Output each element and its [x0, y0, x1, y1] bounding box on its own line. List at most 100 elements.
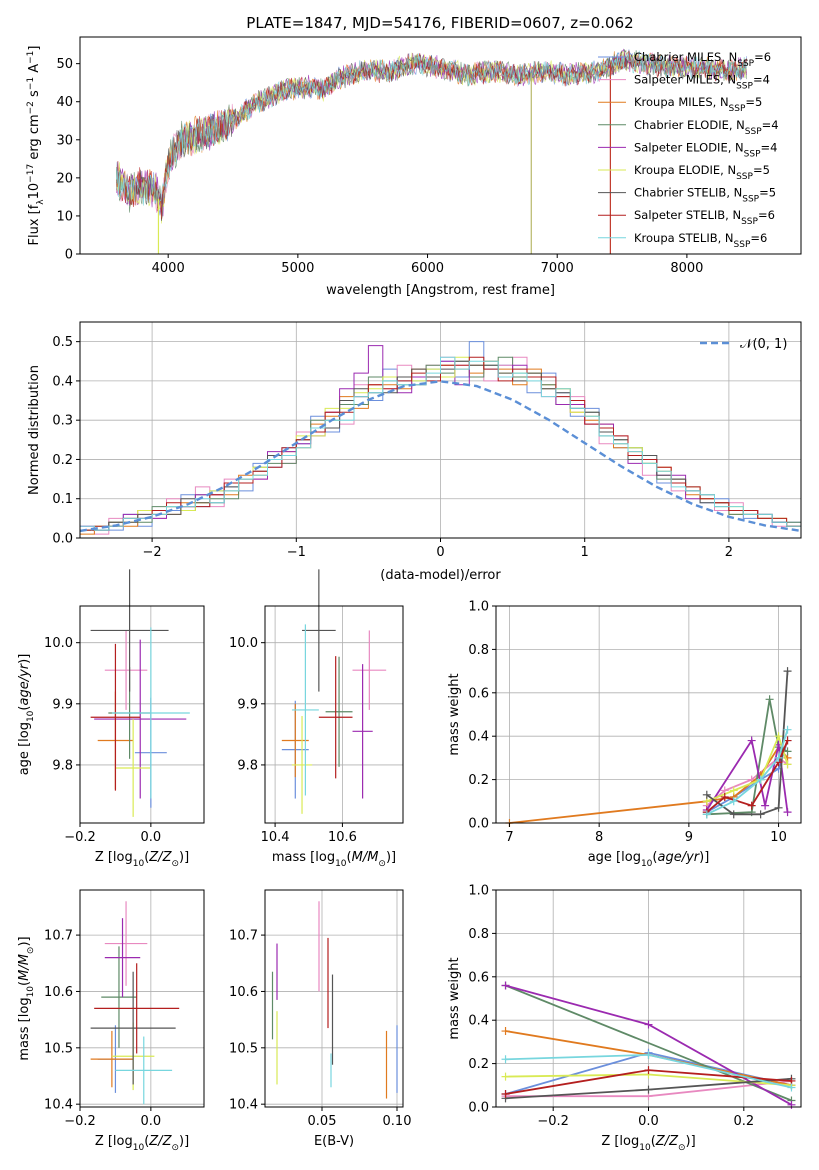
legend-entry: Salpeter ELODIE, NSSP=4 — [634, 140, 777, 159]
figure-title: PLATE=1847, MJD=54176, FIBERID=0607, z=0… — [246, 14, 633, 32]
y-tick-label: 9.9 — [237, 697, 258, 712]
x-tick-label: 0 — [436, 545, 444, 560]
y-tick-label: 10.7 — [44, 929, 73, 944]
weight-marker — [501, 1055, 510, 1064]
y-tick-label: 10.4 — [44, 1098, 73, 1113]
weight-marker — [747, 801, 756, 810]
axes-frame — [79, 605, 205, 824]
y-tick-label: 20 — [56, 171, 73, 186]
y-axis-label: Normed distribution — [27, 365, 42, 495]
x-tick-label: 9 — [685, 830, 693, 845]
age-vs-mass-panel: 10.4 10.6 9.8 9.9 10.0 mass [log10(M/M⊙)] — [229, 569, 404, 869]
weight-series-line — [509, 745, 789, 824]
weight-marker — [774, 753, 783, 762]
legend-entry: Salpeter STELIB, NSSP=6 — [634, 208, 775, 227]
x-tick-label: −1 — [287, 545, 306, 560]
weight-marker — [783, 725, 792, 734]
x-tick-label: 1 — [581, 545, 589, 560]
weight-marker — [783, 747, 792, 756]
legend-entry: Kroupa STELIB, NSSP=6 — [634, 231, 767, 250]
x-axis-label: Z [log10(Z/Z⊙)] — [601, 1134, 695, 1153]
x-tick-label: 0.2 — [733, 1114, 754, 1129]
x-axis-label: Z [log10(Z/Z⊙)] — [95, 850, 189, 869]
axes-frame — [495, 605, 802, 824]
x-tick-label: 0.0 — [141, 830, 162, 845]
y-tick-label: 10.6 — [229, 985, 258, 1000]
x-tick-label: 7000 — [541, 261, 574, 276]
y-tick-label: 9.9 — [52, 697, 73, 712]
legend-entry: Kroupa MILES, NSSP=5 — [634, 95, 762, 114]
y-tick-label: 10.0 — [229, 636, 258, 651]
x-tick-label: 0.10 — [383, 1114, 412, 1129]
weight-marker — [761, 801, 770, 810]
y-tick-label: 1.0 — [468, 884, 489, 899]
weight-marker — [774, 732, 783, 741]
y-axis-label: age [log10(age/yr)] — [17, 654, 36, 776]
y-axis-label: mass [log10(M/M⊙)] — [17, 936, 36, 1060]
weight-marker — [702, 790, 711, 799]
y-tick-label: 10.6 — [44, 985, 73, 1000]
weight-marker — [783, 667, 792, 676]
mass-vs-metallicity-panel: −0.2 0.0 10.4 10.5 10.6 10.7 Z [log10(Z/Z⊙)] ma… — [17, 889, 205, 1153]
y-tick-label: 50 — [56, 57, 73, 72]
weight-marker — [729, 786, 738, 795]
weight-marker — [783, 760, 792, 769]
spectrum-line — [116, 50, 747, 222]
y-tick-label: 0.2 — [468, 773, 489, 788]
y-tick-label: 0.0 — [468, 817, 489, 832]
x-tick-label: 0.0 — [141, 1114, 162, 1129]
x-axis-label: (data-model)/error — [380, 568, 501, 583]
x-tick-label: 0.0 — [638, 1114, 659, 1129]
weight-vs-age-panel: 7 8 9 10 0.0 0.2 0.4 0.6 0.8 1.0 age [log10(age/yr… — [447, 600, 802, 869]
weight-marker — [702, 810, 711, 819]
y-tick-label: 40 — [56, 95, 73, 110]
y-tick-label: 0.2 — [52, 453, 73, 468]
legend-entry: Chabrier STELIB, NSSP=5 — [634, 186, 776, 205]
y-tick-label: 0.0 — [52, 532, 73, 547]
weight-marker — [729, 810, 738, 819]
y-tick-label: 0.3 — [52, 414, 73, 429]
axes-frame — [264, 889, 404, 1108]
y-tick-label: 1.0 — [468, 600, 489, 615]
y-tick-label: 0.8 — [468, 927, 489, 942]
age-vs-metallicity-panel: −0.2 0.0 9.8 9.9 10.0 Z [log10(Z/Z⊙)] age [log… — [17, 569, 205, 869]
y-axis-label: mass weight — [447, 957, 462, 1039]
mass-vs-extinction-panel: 0.05 0.10 10.4 10.5 10.6 10.7 E(B-V) — [229, 889, 412, 1149]
x-tick-label: 0.05 — [308, 1114, 337, 1129]
legend-entry: Kroupa ELODIE, NSSP=5 — [634, 163, 770, 182]
y-tick-label: 9.8 — [52, 758, 73, 773]
normal-curve — [79, 380, 802, 533]
x-tick-label: 7 — [505, 830, 513, 845]
x-tick-label: 6000 — [411, 261, 444, 276]
legend-entry: Chabrier ELODIE, NSSP=4 — [634, 118, 779, 137]
spectrum-line — [116, 50, 747, 208]
x-tick-label: 10.4 — [261, 830, 290, 845]
y-tick-label: 30 — [56, 133, 73, 148]
x-tick-label: 8000 — [670, 261, 703, 276]
y-tick-label: 0.4 — [468, 1014, 489, 1029]
y-tick-label: 0.5 — [52, 335, 73, 350]
x-tick-label: −2 — [143, 545, 162, 560]
legend-entry: 𝒩(0, 1) — [740, 337, 787, 352]
y-tick-label: 0.6 — [468, 686, 489, 701]
weight-marker — [644, 1020, 653, 1029]
y-tick-label: 0.4 — [468, 730, 489, 745]
y-tick-label: 0.0 — [468, 1101, 489, 1116]
axes-frame — [79, 36, 802, 255]
histogram-series — [79, 356, 802, 538]
residuals-panel: −2 −1 0 1 2 0.0 0.1 0.2 0.3 0.4 0.5 (data-model)/er… — [27, 321, 802, 583]
x-tick-label: 5000 — [281, 261, 314, 276]
weight-marker — [774, 803, 783, 812]
x-tick-label: −0.2 — [64, 1114, 96, 1129]
y-axis-label: mass weight — [447, 673, 462, 755]
spectrum-line — [116, 49, 747, 213]
x-tick-label: −0.2 — [64, 830, 96, 845]
x-tick-label: 2 — [725, 545, 733, 560]
x-axis-label: wavelength [Angstrom, rest frame] — [326, 283, 555, 298]
axes-frame — [264, 605, 404, 824]
y-tick-label: 0.8 — [468, 643, 489, 658]
weight-marker — [501, 1072, 510, 1081]
x-tick-label: −0.2 — [537, 1114, 569, 1129]
weight-vs-metallicity-panel: −0.2 0.0 0.2 0.0 0.2 0.4 0.6 0.8 1.0 Z [log10(Z/Z… — [447, 884, 802, 1153]
